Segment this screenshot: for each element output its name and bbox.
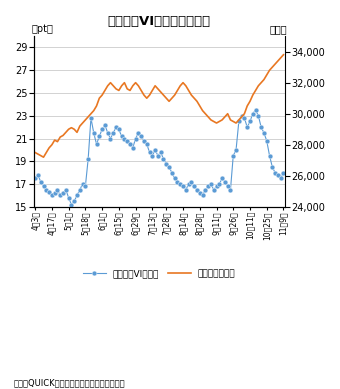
Text: 出所：QUICKのデータをもとに東洋証券作成: 出所：QUICKのデータをもとに東洋証券作成: [14, 378, 125, 387]
Text: （pt）: （pt）: [31, 25, 53, 34]
Text: （円）: （円）: [270, 25, 287, 34]
Legend: 日経平均VI（左）, 日経平均（右）: 日経平均VI（左）, 日経平均（右）: [80, 266, 239, 282]
Title: 日経平均VIの推移（日足）: 日経平均VIの推移（日足）: [108, 15, 211, 28]
